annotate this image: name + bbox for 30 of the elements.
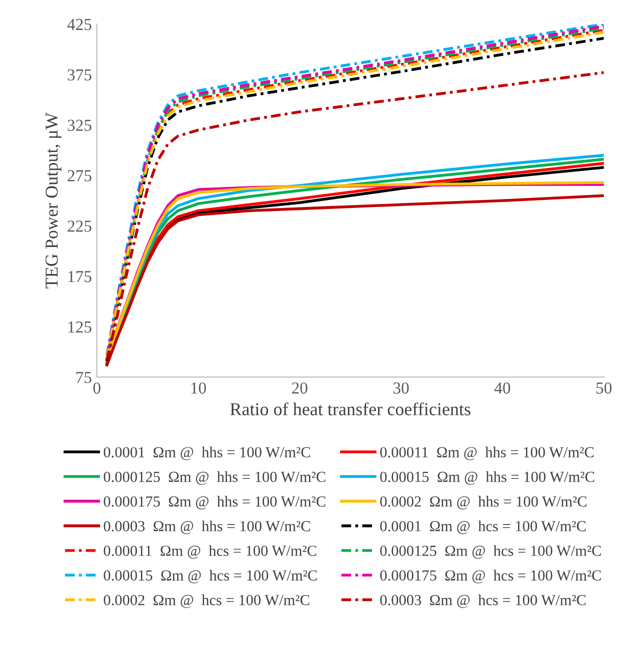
x-axis-title: Ratio of heat transfer coefficients <box>230 402 470 416</box>
x-tick-label: 50 <box>596 382 612 394</box>
legend-label: 0.000125 Ωm @ hcs = 100 W/m²C <box>380 545 601 559</box>
legend-label: 0.0001 Ωm @ hhs = 100 W/m²C <box>104 446 310 460</box>
legend-label: 0.00011 Ωm @ hcs = 100 W/m²C <box>104 545 316 559</box>
y-tick-label: 75 <box>76 372 92 384</box>
x-tick-label: 0 <box>93 382 100 394</box>
y-tick-label: 125 <box>68 321 92 333</box>
x-tick-label: 10 <box>191 382 206 394</box>
legend-label: 0.0003 Ωm @ hhs = 100 W/m²C <box>104 520 310 534</box>
y-tick-label: 275 <box>68 170 92 182</box>
legend-label: 0.00015 Ωm @ hcs = 100 W/m²C <box>104 570 317 584</box>
y-tick-label: 425 <box>67 18 92 30</box>
legend-label: 0.000175 Ωm @ hhs = 100 W/m²C <box>104 496 326 510</box>
x-tick-label: 20 <box>292 382 308 394</box>
y-tick-label: 225 <box>68 220 92 232</box>
x-tick-label: 40 <box>494 382 510 394</box>
legend-label: 0.00015 Ωm @ hhs = 100 W/m²C <box>380 471 594 485</box>
legend-label: 0.000125 Ωm @ hhs = 100 W/m²C <box>104 471 326 485</box>
legend-label: 0.0002 Ωm @ hhs = 100 W/m²C <box>380 496 586 510</box>
y-axis-title: TEG Power Output, μW <box>46 112 62 288</box>
x-tick-label: 30 <box>394 382 409 394</box>
legend-label: 0.0003 Ωm @ hcs = 100 W/m²C <box>380 594 586 608</box>
legend-label: 0.0001 Ωm @ hcs = 100 W/m²C <box>380 520 586 534</box>
legend-label: 0.000175 Ωm @ hcs = 100 W/m²C <box>380 570 601 584</box>
legend-label: 0.0002 Ωm @ hcs = 100 W/m²C <box>104 594 310 608</box>
legend-label: 0.00011 Ωm @ hhs = 100 W/m²C <box>380 446 594 460</box>
y-tick-label: 175 <box>68 271 92 282</box>
y-tick-label: 375 <box>68 69 92 81</box>
y-tick-label: 325 <box>68 120 92 131</box>
